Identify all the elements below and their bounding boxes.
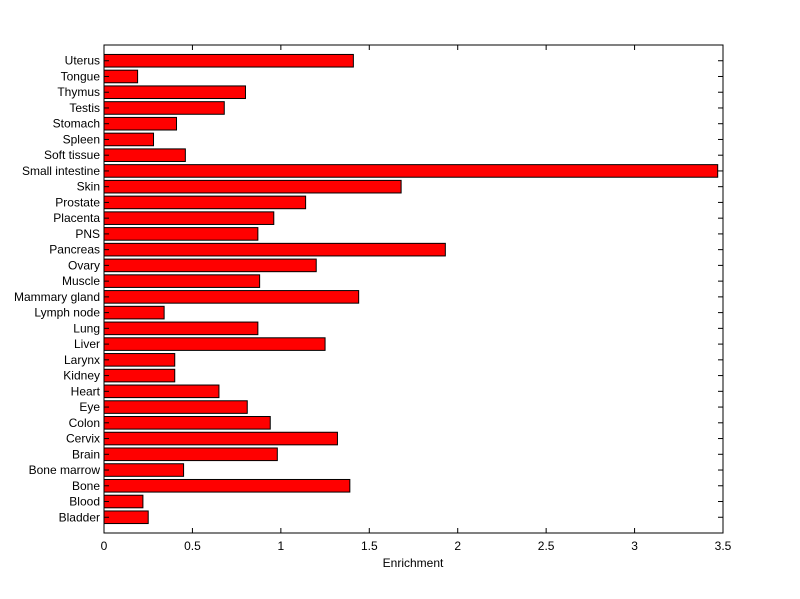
bar-prostate bbox=[103, 195, 307, 210]
bar-placenta bbox=[103, 211, 275, 225]
category-label: Liver bbox=[74, 337, 100, 351]
bar-ovary bbox=[103, 258, 317, 273]
category-label: Mammary gland bbox=[14, 290, 100, 304]
category-label: Skin bbox=[77, 180, 100, 194]
category-label: Thymus bbox=[57, 85, 100, 99]
category-label: Soft tissue bbox=[44, 148, 100, 162]
x-axis-label: Enrichment bbox=[383, 556, 444, 570]
category-label: Bone marrow bbox=[29, 463, 101, 477]
category-label: Spleen bbox=[63, 132, 100, 146]
category-label: Eye bbox=[79, 400, 100, 414]
x-tick-labels: 0 0.5 1 1.5 2 2.5 3 3.5 bbox=[101, 539, 732, 553]
bar-lung bbox=[103, 321, 259, 336]
bar-larynx bbox=[103, 353, 176, 367]
category-label: Uterus bbox=[65, 54, 100, 68]
bar-cervix bbox=[103, 431, 338, 446]
x-tick-label: 2 bbox=[454, 539, 461, 553]
category-label: Lymph node bbox=[34, 306, 100, 320]
bar-brain bbox=[103, 447, 278, 462]
x-tick-label: 1.5 bbox=[361, 539, 378, 553]
category-label: Tongue bbox=[61, 69, 101, 83]
x-tick-label: 2.5 bbox=[538, 539, 555, 553]
category-label: Ovary bbox=[68, 258, 100, 272]
category-label: Blood bbox=[69, 495, 100, 509]
plot-frame bbox=[103, 44, 724, 534]
bar-muscle bbox=[103, 274, 261, 288]
bar-spleen bbox=[103, 132, 155, 147]
category-label: Larynx bbox=[64, 353, 100, 367]
x-tick-label: 1 bbox=[278, 539, 285, 553]
bar-uterus bbox=[103, 53, 354, 68]
bar-thymus bbox=[103, 85, 246, 100]
category-label: Cervix bbox=[66, 432, 100, 446]
category-label: Muscle bbox=[62, 274, 100, 288]
bar-pancreas bbox=[103, 242, 446, 257]
bar-blood bbox=[103, 494, 144, 509]
bar-lymph-node bbox=[103, 305, 165, 320]
x-tick-label: 0.5 bbox=[184, 539, 201, 553]
category-label: Pancreas bbox=[49, 243, 100, 257]
category-label: Bladder bbox=[59, 510, 100, 524]
ticks-group bbox=[103, 45, 724, 533]
category-label: Testis bbox=[69, 101, 100, 115]
bar-bladder bbox=[103, 510, 149, 525]
category-label: Placenta bbox=[53, 211, 100, 225]
category-label: Lung bbox=[73, 321, 100, 335]
x-tick-label: 3 bbox=[631, 539, 638, 553]
bar-bone bbox=[103, 478, 351, 493]
bar-tongue bbox=[103, 69, 139, 84]
bar-eye bbox=[103, 400, 248, 414]
category-label: Kidney bbox=[63, 369, 100, 383]
bar-soft-tissue bbox=[103, 148, 186, 162]
x-tick-label: 3.5 bbox=[715, 539, 732, 553]
category-label: Colon bbox=[69, 416, 100, 430]
bar-testis bbox=[103, 101, 225, 115]
bar-mammary-gland bbox=[103, 290, 360, 304]
category-label: Bone bbox=[72, 479, 100, 493]
bar-kidney bbox=[103, 368, 176, 383]
bar-bone-marrow bbox=[103, 463, 185, 477]
bar-stomach bbox=[103, 116, 178, 131]
category-label: Stomach bbox=[53, 117, 100, 131]
category-label: Small intestine bbox=[22, 164, 100, 178]
category-label: Heart bbox=[71, 384, 101, 398]
bar-liver bbox=[103, 337, 326, 351]
bar-heart bbox=[103, 384, 220, 399]
category-label: Prostate bbox=[55, 195, 100, 209]
bar-pns bbox=[103, 227, 259, 241]
bar-colon bbox=[103, 416, 271, 430]
bar-small-intestine bbox=[103, 164, 719, 178]
x-tick-label: 0 bbox=[101, 539, 108, 553]
category-label: Brain bbox=[72, 447, 100, 461]
category-label: PNS bbox=[75, 227, 100, 241]
bar-skin bbox=[103, 179, 402, 194]
